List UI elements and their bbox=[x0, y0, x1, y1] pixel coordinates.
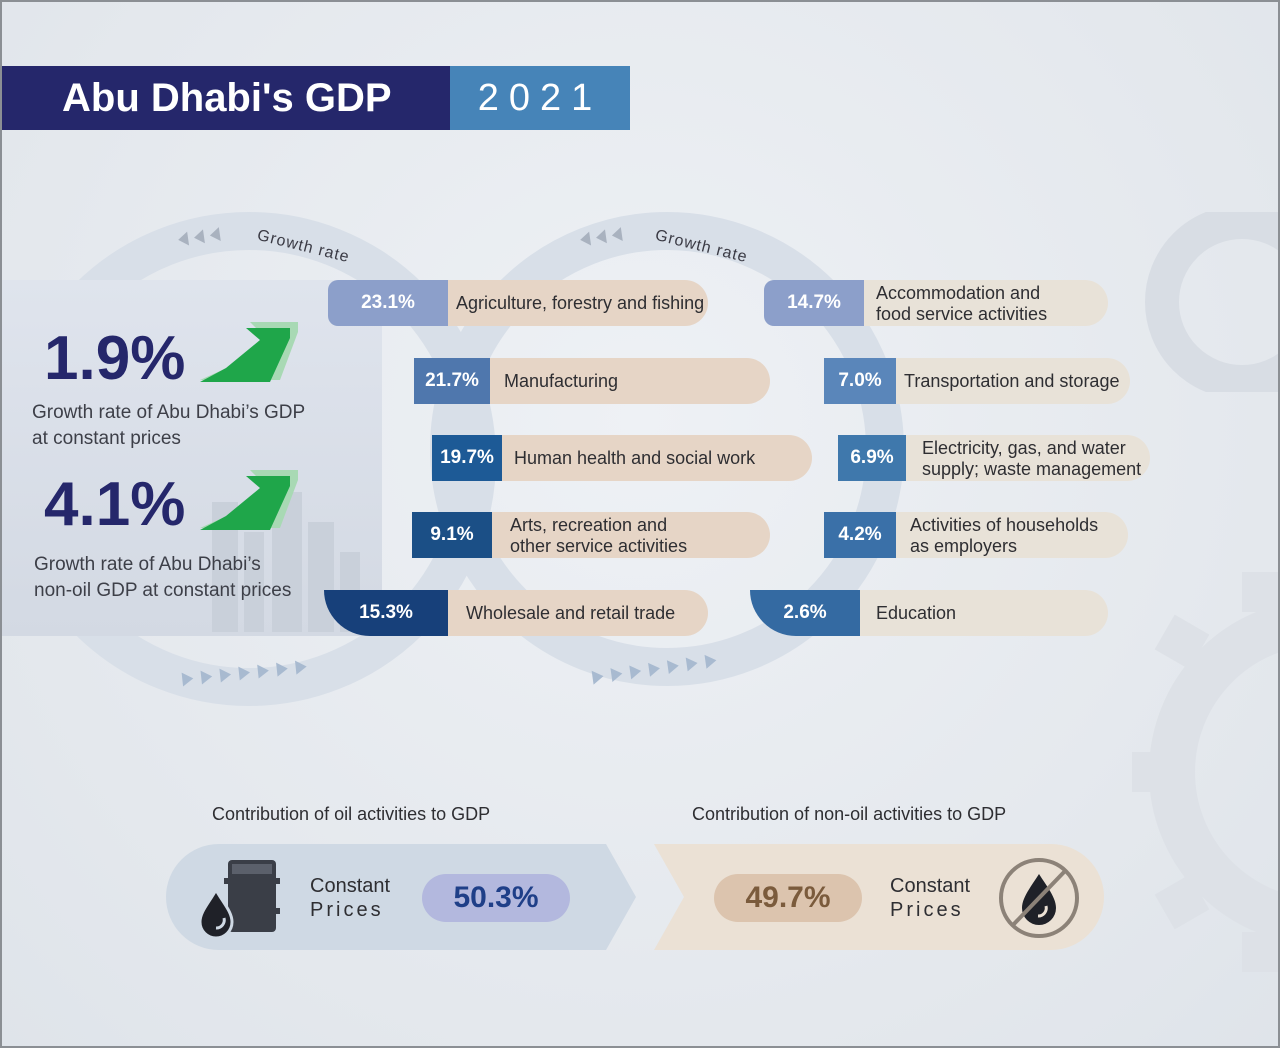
up-trend-arrow-icon bbox=[200, 470, 298, 530]
sector-value-left-2: 21.7% bbox=[414, 358, 490, 404]
nonoil-growth-caption: Growth rate of Abu Dhabi’s non-oil GDP a… bbox=[34, 552, 291, 604]
oil-barrel-icon bbox=[198, 860, 280, 940]
sector-label-right-1: Accommodation and food service activities bbox=[848, 280, 1108, 326]
sector-label-left-2: Manufacturing bbox=[486, 358, 770, 404]
page-title: Abu Dhabi's GDP bbox=[2, 66, 450, 130]
sector-label-left-3: Human health and social work bbox=[498, 435, 812, 481]
caption-line: at constant prices bbox=[32, 428, 181, 449]
sector-value-right-2: 7.0% bbox=[824, 358, 896, 404]
sector-value-right-3: 6.9% bbox=[838, 435, 906, 481]
sector-label-right-5: Education bbox=[846, 590, 1108, 636]
oil-contribution-value: 50.3% bbox=[422, 874, 570, 922]
gear-icon bbox=[1132, 572, 1278, 972]
sector-value-right-4: 4.2% bbox=[824, 512, 896, 558]
oil-contribution-title: Contribution of oil activities to GDP bbox=[212, 804, 491, 824]
oil-price-label: Constant Prices bbox=[310, 875, 391, 921]
gdp-growth-caption: Growth rate of Abu Dhabi’s GDP at consta… bbox=[32, 400, 305, 452]
sector-label-left-1: Agriculture, forestry and fishing bbox=[438, 280, 708, 326]
sector-label-left-5: Wholesale and retail trade bbox=[442, 590, 708, 636]
sector-label-left-4: Arts, recreation and other service activi… bbox=[490, 512, 770, 558]
year-badge: 2021 bbox=[450, 66, 630, 130]
nonoil-price-label: Constant Prices bbox=[890, 875, 971, 921]
up-trend-arrow-icon bbox=[200, 322, 298, 382]
sector-value-right-1: 14.7% bbox=[764, 280, 864, 326]
gdp-growth-value: 1.9% bbox=[44, 324, 186, 393]
no-oil-icon bbox=[999, 858, 1079, 938]
caption-line: Growth rate of Abu Dhabi’s bbox=[34, 554, 261, 575]
nonoil-contribution-value: 49.7% bbox=[714, 874, 862, 922]
sector-label-right-4: Activities of households as employers bbox=[892, 512, 1128, 558]
sector-value-left-4: 9.1% bbox=[412, 512, 492, 558]
nonoil-card-arrow bbox=[654, 844, 684, 950]
sector-value-left-5: 15.3% bbox=[324, 590, 448, 636]
sector-value-left-3: 19.7% bbox=[432, 435, 502, 481]
oil-card-arrow bbox=[606, 844, 636, 950]
nonoil-growth-value: 4.1% bbox=[44, 470, 186, 539]
sector-label-right-2: Transportation and storage bbox=[892, 358, 1130, 404]
sector-label-right-3: Electricity, gas, and water supply; waste… bbox=[902, 435, 1150, 481]
gear-icon bbox=[1145, 212, 1278, 392]
caption-line: Growth rate of Abu Dhabi’s GDP bbox=[32, 402, 306, 423]
nonoil-contribution-title: Contribution of non-oil activities to GD… bbox=[692, 804, 1007, 824]
caption-line: non-oil GDP at constant prices bbox=[34, 580, 292, 601]
sector-value-left-1: 23.1% bbox=[328, 280, 448, 326]
